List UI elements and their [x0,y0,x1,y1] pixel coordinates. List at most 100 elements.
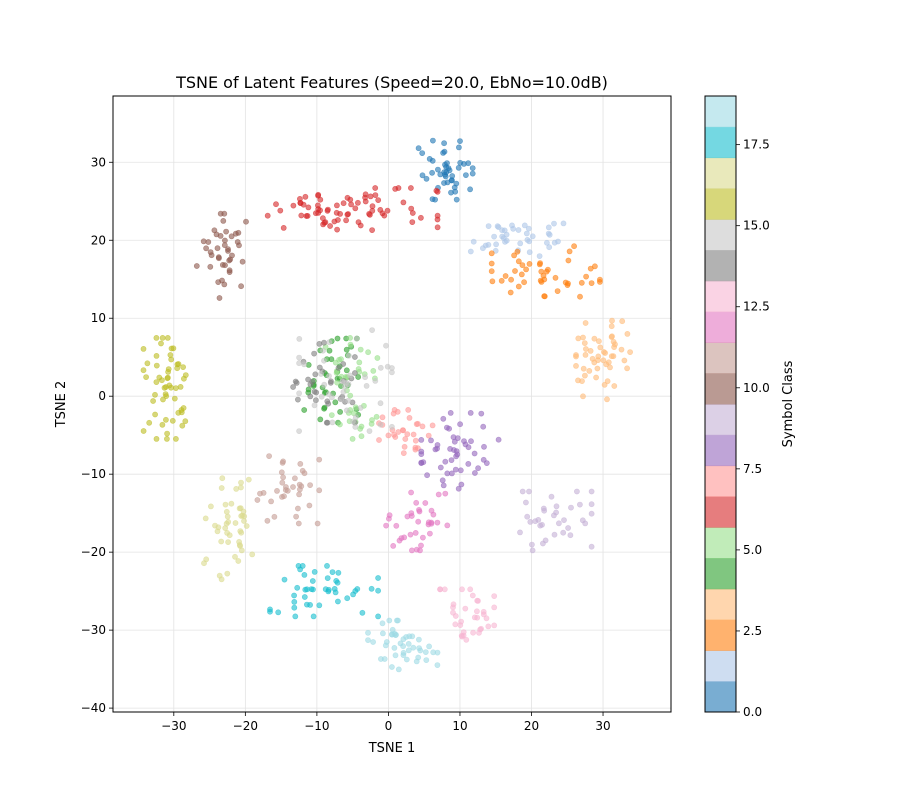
scatter-point-class-9 [523,499,529,506]
scatter-point-class-11 [307,482,313,488]
scatter-point-class-8 [447,445,453,452]
scatter-point-class-6 [300,201,307,208]
scatter-point-class-1 [551,239,558,246]
scatter-point-class-15 [388,365,395,371]
scatter-point-class-13 [462,605,469,612]
scatter-point-class-13 [470,629,476,636]
scatter-point-class-14 [316,364,323,371]
scatter-point-class-12 [419,534,426,541]
scatter-point-class-9 [529,541,535,548]
scatter-point-class-3 [618,346,625,353]
scatter-point-class-15 [377,364,384,371]
scatter-point-class-13 [475,598,481,604]
scatter-point-class-11 [254,497,261,503]
scatter-point-class-19 [388,664,395,670]
scatter-point-class-0 [441,140,447,147]
scatter-point-class-6 [369,227,375,233]
scatter-point-class-17 [238,479,244,486]
scatter-point-class-0 [444,160,450,166]
scatter-point-class-16 [152,391,158,398]
scatter-point-class-10 [221,242,228,249]
scatter-point-class-17 [218,485,225,491]
scatter-point-class-3 [582,320,589,326]
scatter-point-class-15 [362,374,368,381]
scatter-point-class-8 [418,460,425,466]
scatter-point-class-12 [442,490,449,497]
scatter-point-class-9 [577,501,583,508]
scatter-point-class-10 [193,263,200,269]
y-tick-label: 30 [91,155,106,169]
scatter-point-class-7 [406,414,413,421]
scatter-point-class-8 [475,465,481,472]
scatter-point-class-17 [222,501,229,508]
scatter-point-class-10 [225,247,231,254]
scatter-point-class-8 [457,421,463,428]
scatter-point-class-8 [467,409,474,416]
scatter-point-class-10 [219,277,225,284]
scatter-point-class-1 [517,240,524,247]
scatter-point-class-18 [332,589,339,596]
scatter-point-class-16 [172,385,179,391]
scatter-point-class-8 [437,464,444,471]
scatter-point-class-9 [556,520,562,527]
scatter-point-class-16 [169,417,176,424]
scatter-point-class-18 [324,575,331,581]
scatter-point-class-13 [473,608,480,615]
scatter-point-class-11 [282,484,289,490]
y-tick-label: 0 [98,389,106,403]
scatter-point-class-18 [375,575,381,581]
scatter-point-class-3 [604,396,610,403]
scatter-point-class-17 [232,520,239,526]
scatter-point-class-19 [400,643,406,650]
scatter-point-class-15 [377,421,384,428]
scatter-point-class-2 [523,266,529,273]
scatter-point-class-3 [573,362,579,369]
scatter-point-class-4 [328,356,335,363]
scatter-point-class-19 [400,649,407,656]
scatter-point-class-9 [553,503,560,510]
chart-title: TSNE of Latent Features (Speed=20.0, EbN… [175,73,608,92]
scatter-point-class-2 [488,250,495,257]
colorbar-segment [705,311,736,343]
scatter-point-class-6 [362,198,369,205]
scatter-point-class-7 [425,432,432,439]
scatter-point-class-19 [413,658,420,665]
scatter-point-class-10 [207,263,214,270]
scatter-point-class-0 [457,159,464,166]
scatter-point-class-8 [447,409,454,416]
scatter-point-class-16 [153,435,160,442]
scatter-point-class-3 [597,344,604,351]
scatter-point-class-2 [489,278,496,285]
scatter-point-class-7 [419,423,426,430]
scatter-point-class-11 [268,498,274,505]
scatter-point-class-4 [326,347,333,354]
scatter-point-class-2 [577,293,583,300]
scatter-point-class-15 [321,381,328,388]
scatter-point-class-0 [451,184,458,191]
scatter-point-class-9 [561,517,567,523]
scatter-point-class-10 [217,232,224,239]
scatter-point-class-3 [609,333,615,340]
scatter-point-class-10 [238,283,244,290]
scatter-point-class-3 [611,383,618,389]
scatter-point-class-13 [471,614,478,621]
scatter-point-class-19 [365,629,371,636]
scatter-point-class-5 [356,359,363,366]
scatter-point-class-19 [365,637,371,643]
scatter-point-class-0 [419,172,426,179]
scatter-point-class-19 [415,636,422,643]
scatter-point-class-2 [566,248,573,255]
colorbar-segment [705,650,736,682]
scatter-point-class-17 [233,485,240,492]
scatter-point-class-3 [593,374,599,381]
colorbar-segment [705,157,736,189]
scatter-point-class-0 [448,177,455,184]
scatter-point-class-1 [515,227,522,233]
x-tick-label: 20 [524,719,539,733]
scatter-point-class-14 [305,376,311,383]
colorbar-segment [705,96,736,128]
scatter-point-class-6 [400,199,407,206]
colorbar-segment [705,434,736,467]
scatter-point-class-8 [418,436,425,443]
scatter-point-class-12 [412,530,419,536]
